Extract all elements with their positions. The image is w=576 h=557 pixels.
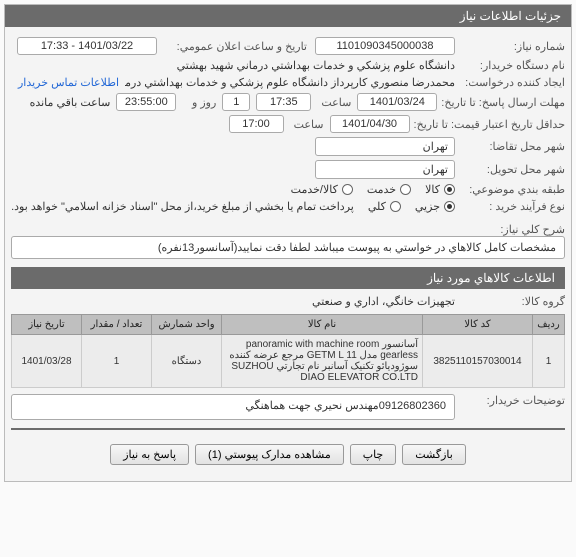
radio-partial-label: جزيي [415, 200, 440, 213]
separator [11, 428, 565, 430]
row-group: گروه کالا: تجهيزات خانگي، اداري و صنعتي [11, 293, 565, 310]
countdown-time: 23:55:00 [116, 93, 176, 111]
panel-body: شماره نياز: 1101090345000038 تاريخ و ساع… [5, 27, 571, 481]
reply-button[interactable]: پاسخ به نياز [110, 444, 189, 465]
print-button[interactable]: چاپ [350, 444, 397, 465]
radio-goods-service-label: کالا/خدمت [291, 183, 338, 196]
row-description: شرح کلي نياز: مشخصات کامل کالاهاي در خوا… [11, 221, 565, 261]
pub-datetime-value: 1401/03/22 - 17:33 [17, 37, 157, 55]
buy-type-label: نوع فرآيند خريد : [455, 200, 565, 213]
desc-label: شرح کلي نياز: [455, 223, 565, 236]
validity-time-label: ساعت [284, 118, 324, 131]
table-header-row: رديف کد کالا نام کالا واحد شمارش تعداد /… [12, 315, 565, 335]
desc-text: مشخصات کامل کالاهاي در خواستي به پيوست م… [11, 236, 565, 259]
row-del-city: شهر محل تحويل: تهران [11, 158, 565, 181]
validity-time: 17:00 [229, 115, 284, 133]
row-buy-type: نوع فرآيند خريد : جزيي کلي پرداخت تمام ي… [11, 198, 565, 215]
radio-partial[interactable]: جزيي [415, 200, 455, 213]
attachments-button[interactable]: مشاهده مدارک پيوستي (1) [195, 444, 344, 465]
row-buyer-notes: توضيحات خريدار: 09126802360مهندس نحيري ج… [11, 388, 565, 422]
days-count: 1 [222, 93, 250, 111]
deadline-date: 1401/03/24 [357, 93, 437, 111]
radio-service[interactable]: خدمت [367, 183, 411, 196]
group-label: گروه کالا: [455, 295, 565, 308]
pub-datetime-label: تاريخ و ساعت اعلان عمومي: [157, 40, 307, 53]
col-qty: تعداد / مقدار [82, 315, 152, 335]
group-value: تجهيزات خانگي، اداري و صنعتي [312, 295, 455, 308]
radio-partial-icon [444, 201, 455, 212]
deadline-label: مهلت ارسال پاسخ: تا تاريخ: [437, 96, 565, 109]
radio-full[interactable]: کلي [368, 200, 401, 213]
need-details-panel: جزئيات اطلاعات نياز شماره نياز: 11010903… [4, 4, 572, 482]
contact-info-link[interactable]: اطلاعات تماس خريدار [18, 76, 119, 89]
radio-goods-service[interactable]: کالا/خدمت [291, 183, 353, 196]
back-button[interactable]: بازگشت [402, 444, 466, 465]
cell-row: 1 [533, 335, 565, 388]
row-need-no: شماره نياز: 1101090345000038 تاريخ و ساع… [11, 35, 565, 57]
row-creator: ايجاد کننده درخواست: محمدرضا منصوري كارپ… [11, 74, 565, 91]
footer-buttons: بازگشت چاپ مشاهده مدارک پيوستي (1) پاسخ … [11, 436, 565, 473]
category-label: طبقه بندي موضوعي: [455, 183, 565, 196]
radio-goods[interactable]: کالا [425, 183, 455, 196]
col-row: رديف [533, 315, 565, 335]
buy-full-note: پرداخت تمام يا بخشي از مبلغ خريد،از محل … [11, 200, 354, 213]
validity-label: حداقل تاريخ اعتبار قيمت: تا تاريخ: [410, 118, 565, 131]
col-name: نام کالا [222, 315, 423, 335]
items-section-title: اطلاعات کالاهاي مورد نياز [11, 267, 565, 289]
col-code: کد کالا [423, 315, 533, 335]
items-table: رديف کد کالا نام کالا واحد شمارش تعداد /… [11, 314, 565, 388]
del-city-label: شهر محل تحويل: [455, 163, 565, 176]
need-no-value: 1101090345000038 [315, 37, 455, 55]
buyer-notes-label: توضيحات خريدار: [455, 394, 565, 407]
cell-unit: دستگاه [152, 335, 222, 388]
remaining-label: ساعت باقي مانده [30, 96, 111, 109]
radio-goods-icon [444, 184, 455, 195]
table-row: 1 3825110157030014 آسانسور panoramic wit… [12, 335, 565, 388]
row-category: طبقه بندي موضوعي: کالا خدمت کالا/خدمت [11, 181, 565, 198]
buyer-org-value: دانشگاه علوم پزشکي و خدمات بهداشتي درمان… [177, 59, 455, 72]
cell-qty: 1 [82, 335, 152, 388]
row-deadline: مهلت ارسال پاسخ: تا تاريخ: 1401/03/24 سا… [11, 91, 565, 113]
radio-service-label: خدمت [367, 183, 396, 196]
cell-code: 3825110157030014 [423, 335, 533, 388]
buyer-org-label: نام دستگاه خريدار: [455, 59, 565, 72]
radio-full-icon [390, 201, 401, 212]
panel-title: جزئيات اطلاعات نياز [5, 5, 571, 27]
col-date: تاريخ نياز [12, 315, 82, 335]
row-validity: حداقل تاريخ اعتبار قيمت: تا تاريخ: 1401/… [11, 113, 565, 135]
del-city-value: تهران [315, 160, 455, 179]
creator-label: ايجاد کننده درخواست: [455, 76, 565, 89]
deadline-time: 17:35 [256, 93, 311, 111]
row-buyer-org: نام دستگاه خريدار: دانشگاه علوم پزشکي و … [11, 57, 565, 74]
row-req-city: شهر محل تقاضا: تهران [11, 135, 565, 158]
req-city-value: تهران [315, 137, 455, 156]
creator-value: محمدرضا منصوري كارپرداز دانشگاه علوم پزش… [125, 76, 455, 89]
cell-date: 1401/03/28 [12, 335, 82, 388]
days-unit: روز و [176, 96, 216, 109]
req-city-label: شهر محل تقاضا: [455, 140, 565, 153]
buyer-notes-text: 09126802360مهندس نحيري جهت هماهنگي [11, 394, 455, 420]
deadline-time-label: ساعت [311, 96, 351, 109]
radio-full-label: کلي [368, 200, 386, 213]
need-no-label: شماره نياز: [455, 40, 565, 53]
radio-service-icon [400, 184, 411, 195]
validity-date: 1401/04/30 [330, 115, 410, 133]
cell-name: آسانسور panoramic with machine room gear… [222, 335, 423, 388]
radio-goods-label: کالا [425, 183, 440, 196]
radio-goods-service-icon [342, 184, 353, 195]
col-unit: واحد شمارش [152, 315, 222, 335]
